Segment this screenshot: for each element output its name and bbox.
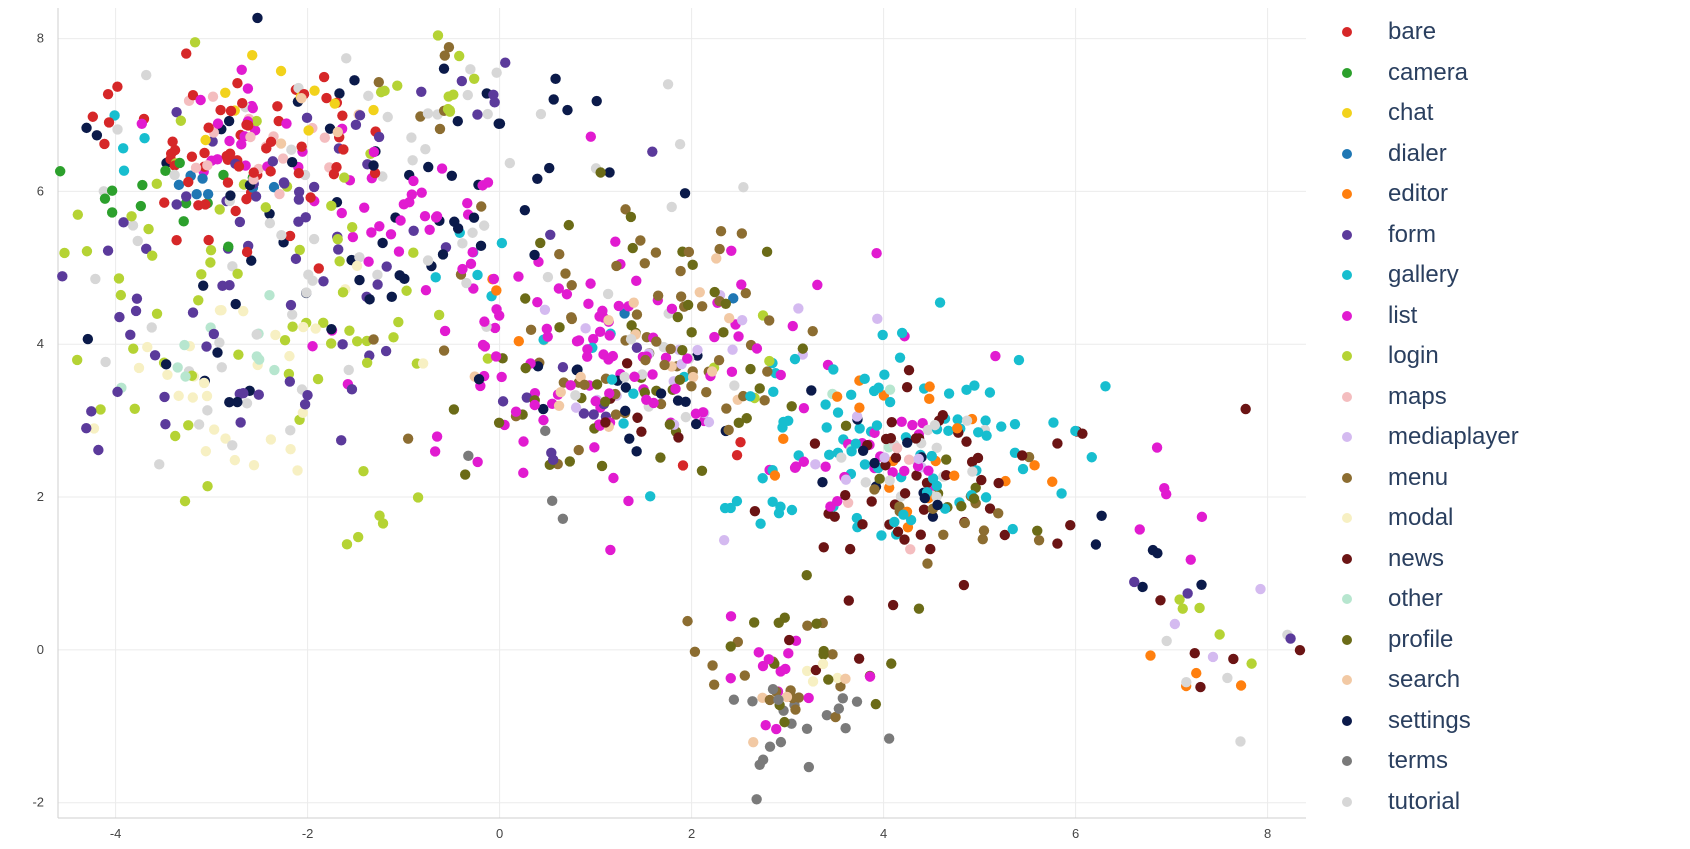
svg-text:8: 8 [37,31,44,46]
legend-item-settings[interactable]: settings [1330,701,1670,742]
legend-label: profile [1388,626,1453,654]
svg-text:-2: -2 [302,826,314,841]
svg-text:-4: -4 [110,826,122,841]
legend-label: list [1388,302,1417,330]
legend-item-other[interactable]: other [1330,579,1670,620]
legend-swatch [1342,513,1352,523]
legend-label: terms [1388,747,1448,775]
chart-legend: bare camera chat dialer editor form gallery lis… [1330,12,1670,822]
svg-text:8: 8 [1264,826,1271,841]
legend-swatch [1342,594,1352,604]
legend-item-chat[interactable]: chat [1330,93,1670,134]
legend-item-news[interactable]: news [1330,539,1670,580]
legend-swatch [1342,756,1352,766]
legend-label: other [1388,585,1443,613]
legend-label: gallery [1388,261,1459,289]
legend-item-menu[interactable]: menu [1330,458,1670,499]
legend-swatch [1342,108,1352,118]
legend-item-editor[interactable]: editor [1330,174,1670,215]
legend-item-dialer[interactable]: dialer [1330,134,1670,175]
legend-swatch [1342,635,1352,645]
legend-swatch [1342,716,1352,726]
legend-item-profile[interactable]: profile [1330,620,1670,661]
legend-label: bare [1388,18,1436,46]
legend-label: settings [1388,707,1471,735]
legend-swatch [1342,189,1352,199]
legend-item-list[interactable]: list [1330,296,1670,337]
svg-text:0: 0 [37,642,44,657]
legend-swatch [1342,392,1352,402]
svg-text:6: 6 [37,183,44,198]
svg-text:0: 0 [496,826,503,841]
legend-item-terms[interactable]: terms [1330,741,1670,782]
svg-text:2: 2 [37,489,44,504]
legend-swatch [1342,68,1352,78]
legend-label: dialer [1388,140,1447,168]
svg-text:6: 6 [1072,826,1079,841]
legend-item-modal[interactable]: modal [1330,498,1670,539]
legend-item-maps[interactable]: maps [1330,377,1670,418]
legend-item-mediaplayer[interactable]: mediaplayer [1330,417,1670,458]
legend-swatch [1342,270,1352,280]
svg-text:4: 4 [880,826,887,841]
legend-label: news [1388,545,1444,573]
legend-label: menu [1388,464,1448,492]
legend-item-bare[interactable]: bare [1330,12,1670,53]
legend-label: login [1388,342,1439,370]
legend-swatch [1342,230,1352,240]
legend-label: chat [1388,99,1433,127]
legend-swatch [1342,432,1352,442]
legend-label: modal [1388,504,1453,532]
legend-label: tutorial [1388,788,1460,816]
legend-swatch [1342,473,1352,483]
legend-label: form [1388,221,1436,249]
legend-item-search[interactable]: search [1330,660,1670,701]
legend-item-gallery[interactable]: gallery [1330,255,1670,296]
legend-label: maps [1388,383,1447,411]
legend-item-form[interactable]: form [1330,215,1670,256]
legend-label: mediaplayer [1388,423,1519,451]
svg-text:4: 4 [37,336,44,351]
legend-item-camera[interactable]: camera [1330,53,1670,94]
legend-swatch [1342,27,1352,37]
legend-label: search [1388,666,1460,694]
legend-label: camera [1388,59,1468,87]
legend-swatch [1342,675,1352,685]
legend-swatch [1342,351,1352,361]
legend-label: editor [1388,180,1448,208]
svg-text:2: 2 [688,826,695,841]
legend-swatch [1342,797,1352,807]
legend-swatch [1342,554,1352,564]
legend-item-login[interactable]: login [1330,336,1670,377]
legend-swatch [1342,149,1352,159]
legend-item-tutorial[interactable]: tutorial [1330,782,1670,823]
svg-text:-2: -2 [32,795,44,810]
legend-swatch [1342,311,1352,321]
